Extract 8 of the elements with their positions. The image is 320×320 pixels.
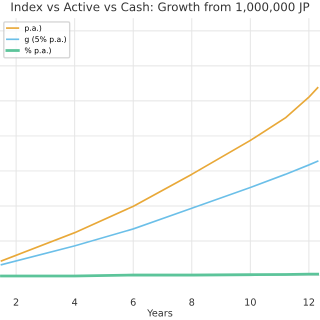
x-tick-label: 12 xyxy=(304,298,314,306)
x-tick-label: 8 xyxy=(189,298,194,306)
x-axis-title: Years xyxy=(147,309,172,317)
x-tick-label: 10 xyxy=(245,298,256,306)
x-tick-label: 6 xyxy=(130,298,136,306)
x-tick-label: 2 xyxy=(14,298,18,306)
chart-title: Index vs Active vs Cash: Growth from 1,000,000 JP xyxy=(12,2,310,14)
x-tick-label: 4 xyxy=(72,298,78,306)
